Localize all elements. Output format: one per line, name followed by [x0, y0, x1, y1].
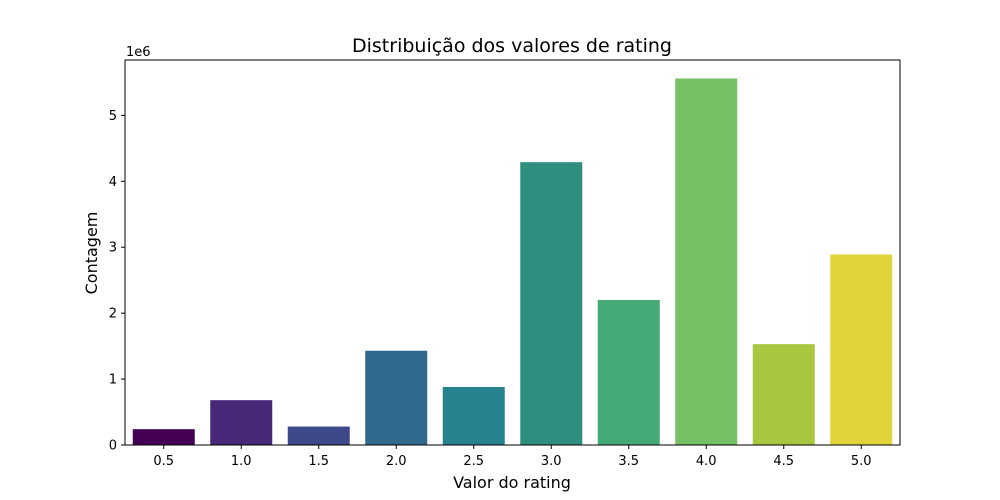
x-tick-label: 0.5 [153, 454, 174, 469]
x-tick-label: 4.5 [773, 454, 794, 469]
plot-frame [124, 59, 901, 446]
x-tick-label: 1.5 [308, 454, 329, 469]
x-tick-label: 4.0 [696, 454, 717, 469]
x-axis-ticks: 0.5 1.0 1.5 2.0 2.5 3.0 3.5 4.0 4.5 5.0 [153, 445, 872, 469]
x-tick-label: 2.5 [463, 454, 484, 469]
chart-title: Distribuição dos valores de rating [352, 35, 672, 57]
x-tick-label: 5.0 [851, 454, 872, 469]
y-tick-label: 5 [109, 109, 117, 124]
bar-1.5 [287, 426, 350, 445]
y-axis-ticks: 0 1 2 3 4 5 [109, 109, 125, 454]
bars-group [132, 78, 893, 446]
x-axis-label: Valor do rating [453, 473, 571, 492]
x-tick-label: 1.0 [231, 454, 252, 469]
y-tick-label: 1 [109, 373, 117, 388]
bar-5.0 [830, 254, 893, 445]
bar-0.5 [132, 429, 195, 445]
y-tick-label: 3 [109, 241, 117, 256]
y-axis-offset-label: 1e6 [126, 45, 151, 60]
bar-2.5 [442, 386, 505, 445]
bar-4.0 [675, 78, 738, 446]
x-tick-label: 2.0 [386, 454, 407, 469]
y-tick-label: 4 [109, 175, 117, 190]
bar-4.5 [752, 344, 815, 445]
x-tick-label: 3.0 [541, 454, 562, 469]
x-tick-label: 3.5 [618, 454, 639, 469]
y-tick-label: 2 [109, 307, 117, 322]
bar-3.0 [520, 162, 583, 445]
y-axis-label: Contagem [82, 212, 101, 295]
bar-1.0 [210, 400, 273, 445]
bar-3.5 [597, 299, 660, 445]
y-tick-label: 0 [109, 439, 117, 454]
bar-2.0 [365, 350, 428, 445]
